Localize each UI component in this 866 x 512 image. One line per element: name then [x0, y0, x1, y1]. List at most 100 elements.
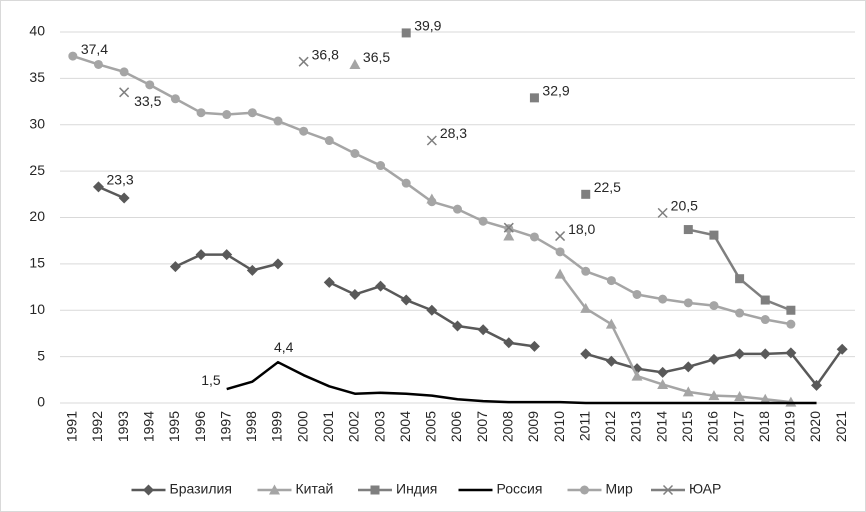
marker — [299, 126, 309, 136]
marker — [786, 305, 796, 315]
data-label: 36,5 — [363, 49, 390, 65]
marker — [605, 318, 617, 329]
x-tick-label: 1996 — [192, 411, 208, 442]
marker — [503, 337, 515, 349]
y-tick-label: 0 — [37, 394, 45, 410]
marker — [196, 108, 206, 118]
marker — [683, 298, 693, 308]
data-label: 4,4 — [274, 339, 294, 355]
marker — [376, 161, 386, 171]
data-label: 37,4 — [81, 41, 108, 57]
data-label: 28,3 — [440, 125, 467, 141]
marker — [273, 116, 283, 126]
marker — [682, 386, 694, 397]
x-tick-label: 2008 — [499, 411, 515, 442]
marker — [658, 294, 668, 304]
marker — [760, 295, 770, 305]
marker — [529, 93, 539, 103]
marker — [760, 315, 770, 325]
series-line — [559, 273, 792, 404]
x-tick-label: 2017 — [730, 411, 746, 442]
data-label: 1,5 — [201, 372, 221, 388]
x-tick-label: 1994 — [140, 411, 156, 442]
legend-marker — [580, 485, 589, 495]
marker — [427, 197, 437, 207]
marker — [581, 189, 591, 199]
marker — [735, 274, 745, 284]
marker — [683, 225, 693, 235]
x-tick-label: 1992 — [89, 411, 105, 442]
marker — [222, 110, 232, 120]
marker — [119, 87, 130, 98]
marker — [709, 301, 719, 311]
x-tick-label: 2013 — [628, 411, 644, 442]
x-tick-label: 2007 — [474, 411, 490, 442]
marker — [811, 379, 823, 391]
data-label: 23,3 — [106, 172, 133, 188]
marker — [554, 268, 566, 279]
marker — [682, 361, 694, 373]
marker — [555, 247, 565, 257]
y-tick-label: 10 — [29, 301, 45, 317]
marker — [246, 264, 258, 276]
legend-label: Бразилия — [170, 481, 232, 497]
legend-marker — [662, 484, 674, 496]
x-tick-label: 1993 — [115, 411, 131, 442]
marker — [453, 204, 462, 214]
marker — [119, 67, 129, 77]
x-tick-label: 2005 — [423, 411, 439, 442]
legend-label: Китай — [296, 481, 334, 497]
marker — [350, 149, 360, 159]
marker — [503, 230, 515, 241]
x-tick-label: 2018 — [756, 411, 772, 442]
legend-label: Мир — [606, 481, 633, 497]
marker — [272, 258, 284, 270]
x-tick-label: 2001 — [320, 411, 336, 442]
marker — [734, 348, 746, 360]
data-label: 33,5 — [134, 93, 161, 109]
marker — [323, 276, 335, 288]
marker — [555, 231, 566, 242]
marker — [657, 207, 668, 218]
marker — [759, 348, 771, 360]
marker — [452, 320, 463, 332]
x-tick-label: 1991 — [64, 411, 80, 442]
data-label: 32,9 — [542, 83, 569, 99]
marker — [349, 58, 361, 69]
marker — [836, 343, 848, 355]
data-label: 22,5 — [594, 179, 621, 195]
marker — [632, 289, 642, 299]
x-tick-label: 2010 — [551, 411, 567, 442]
marker — [657, 378, 669, 389]
x-tick-label: 2009 — [525, 411, 541, 442]
y-tick-label: 5 — [37, 347, 45, 363]
marker — [708, 353, 720, 365]
marker — [785, 347, 797, 359]
x-tick-label: 2004 — [397, 411, 413, 442]
marker — [631, 370, 643, 381]
marker — [503, 222, 514, 233]
y-tick-label: 15 — [29, 255, 45, 271]
marker — [529, 232, 539, 242]
x-tick-label: 2011 — [576, 411, 592, 441]
marker — [528, 340, 540, 352]
data-label: 39,9 — [414, 18, 441, 34]
marker — [580, 302, 592, 313]
marker — [298, 56, 309, 67]
marker — [401, 28, 411, 38]
marker — [759, 393, 771, 404]
marker — [606, 276, 616, 286]
legend-label: Индия — [396, 481, 437, 497]
legend-marker — [143, 484, 154, 496]
marker — [195, 249, 207, 261]
data-label: 18,0 — [568, 221, 595, 237]
marker — [400, 294, 412, 306]
x-tick-label: 2019 — [782, 411, 798, 442]
marker — [401, 178, 411, 188]
marker — [426, 304, 438, 316]
marker — [68, 51, 78, 61]
x-tick-label: 1999 — [269, 411, 285, 442]
x-tick-label: 2021 — [833, 411, 849, 442]
data-label: 20,5 — [671, 198, 698, 214]
